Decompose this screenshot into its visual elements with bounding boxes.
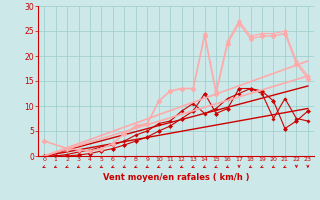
X-axis label: Vent moyen/en rafales ( km/h ): Vent moyen/en rafales ( km/h ) [103,174,249,182]
